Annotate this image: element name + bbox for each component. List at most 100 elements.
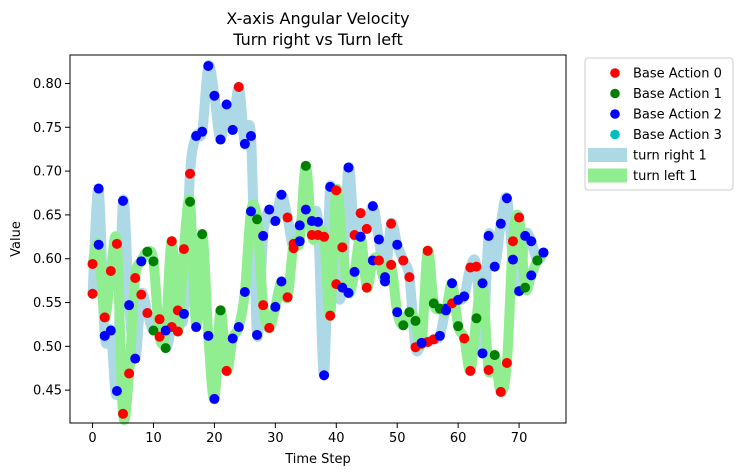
data-point — [392, 239, 403, 250]
data-point — [313, 216, 323, 227]
data-point — [191, 322, 202, 333]
data-point — [319, 231, 330, 242]
y-tick-label: 0.70 — [33, 165, 62, 180]
data-point — [209, 90, 220, 101]
data-point — [227, 333, 238, 344]
data-point — [239, 287, 250, 298]
data-point — [258, 230, 269, 241]
data-point — [148, 256, 159, 267]
data-point — [154, 331, 165, 342]
x-tick-label: 0 — [88, 431, 96, 446]
data-point — [373, 234, 384, 245]
data-point — [526, 270, 537, 281]
data-point — [264, 204, 275, 215]
data-point — [294, 236, 305, 247]
y-tick-label: 0.60 — [33, 252, 62, 267]
data-point — [410, 315, 421, 326]
y-tick-label: 0.45 — [33, 384, 62, 399]
data-point — [252, 214, 263, 225]
data-point — [233, 322, 244, 333]
data-point — [252, 329, 263, 340]
data-point — [209, 393, 220, 404]
data-point — [483, 230, 494, 241]
x-tick-label: 20 — [206, 431, 223, 446]
chart-title: X-axis Angular Velocity — [226, 9, 409, 28]
legend-label: Base Action 2 — [633, 108, 722, 123]
data-point — [404, 307, 415, 318]
legend-marker-base-action-2 — [610, 109, 620, 119]
data-point — [325, 310, 336, 321]
legend-label: Base Action 3 — [633, 128, 722, 143]
plot-frame — [69, 54, 567, 424]
legend-label: Base Action 1 — [633, 87, 722, 102]
y-tick-label: 0.80 — [33, 77, 62, 92]
data-point — [532, 255, 543, 266]
data-point — [453, 321, 464, 332]
data-point — [203, 330, 214, 341]
data-point — [87, 258, 98, 269]
data-point — [160, 325, 171, 336]
x-tick-label: 30 — [267, 431, 284, 446]
data-point — [136, 289, 147, 300]
data-point — [160, 343, 171, 354]
data-point — [471, 261, 482, 272]
x-tick-label: 10 — [145, 431, 162, 446]
data-point — [361, 282, 372, 293]
data-point — [130, 353, 141, 364]
y-axis-ticks: 0.45 0.50 0.55 0.60 0.65 0.70 0.75 0.80 — [33, 77, 70, 399]
data-point — [398, 320, 409, 331]
data-point — [270, 216, 281, 227]
data-point — [264, 322, 275, 333]
data-point — [319, 370, 330, 381]
legend-swatch-turn-left-1 — [588, 168, 627, 183]
data-point — [343, 162, 354, 173]
data-point — [197, 126, 208, 137]
data-point — [215, 305, 226, 316]
data-point — [118, 195, 129, 206]
data-point — [215, 134, 226, 145]
data-point — [331, 185, 342, 196]
x-axis-label: Time Step — [284, 452, 351, 467]
data-point — [386, 259, 397, 270]
data-point — [361, 223, 372, 234]
data-point — [440, 305, 451, 316]
y-tick-label: 0.65 — [33, 208, 62, 223]
legend-marker-base-action-1 — [610, 88, 620, 99]
data-point — [221, 99, 232, 110]
data-point — [93, 239, 104, 250]
y-tick-label: 0.55 — [33, 296, 62, 311]
chart-subtitle: Turn right vs Turn left — [232, 30, 403, 49]
data-point — [197, 229, 208, 240]
y-tick-label: 0.50 — [33, 340, 62, 355]
data-point — [294, 220, 305, 231]
data-point — [526, 236, 537, 247]
legend-marker-base-action-0 — [610, 68, 620, 78]
y-axis-label: Value — [9, 221, 24, 257]
data-point — [459, 333, 470, 344]
data-point — [380, 276, 391, 287]
data-point — [471, 313, 482, 324]
data-point — [343, 287, 354, 298]
x-tick-label: 40 — [328, 431, 345, 446]
data-point — [514, 212, 525, 223]
data-point — [154, 314, 165, 325]
series-bands — [87, 60, 549, 426]
data-point — [105, 265, 116, 276]
data-point — [221, 365, 232, 376]
data-point — [386, 218, 397, 229]
data-point — [459, 291, 470, 302]
data-point — [172, 326, 183, 337]
x-tick-label: 60 — [450, 431, 467, 446]
data-point — [398, 255, 409, 266]
data-point — [233, 81, 244, 92]
data-point — [434, 330, 445, 341]
data-point — [105, 325, 116, 336]
data-point — [142, 308, 153, 319]
data-point — [245, 206, 256, 217]
data-point — [258, 300, 269, 311]
data-point — [300, 160, 311, 171]
data-point — [501, 193, 512, 204]
legend-label: turn left 1 — [633, 169, 697, 184]
data-point — [507, 254, 518, 265]
